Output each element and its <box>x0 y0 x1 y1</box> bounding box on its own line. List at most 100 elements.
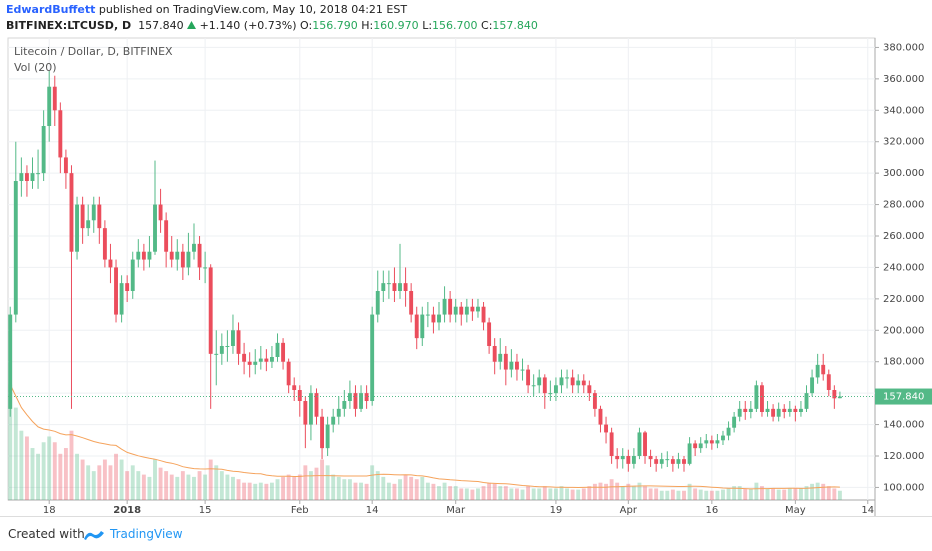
volume-bar <box>553 488 558 500</box>
brand[interactable]: TradingView <box>110 527 183 541</box>
candle-body <box>24 173 29 181</box>
volume-bar <box>715 490 720 500</box>
y-tick-label: 320.000 <box>883 137 924 148</box>
author[interactable]: EdwardBuffett <box>6 3 96 16</box>
candle-body <box>620 456 625 460</box>
y-tick-label: 180.000 <box>883 357 924 368</box>
candle-body <box>748 408 753 412</box>
x-tick-label: 19 <box>550 505 563 516</box>
volume-bar <box>670 489 675 500</box>
volume-bar <box>208 459 213 500</box>
candle-body <box>80 204 85 229</box>
volume-bar <box>793 488 798 500</box>
volume-bar <box>804 486 809 500</box>
volume-bar <box>119 459 124 500</box>
candle-body <box>269 357 274 362</box>
volume-bar <box>682 490 686 500</box>
x-tick-label: 14 <box>366 505 379 516</box>
candle-body <box>442 298 447 315</box>
candle-body <box>414 314 419 339</box>
volume-bar <box>492 483 497 500</box>
candle-body <box>236 330 241 354</box>
volume-bar <box>214 465 219 500</box>
candle-body <box>481 306 486 323</box>
candle-body <box>631 456 636 464</box>
volume-bar <box>164 471 169 500</box>
volume-bar <box>481 486 486 500</box>
candle-body <box>203 267 208 269</box>
last-price-label: 157.840 <box>883 392 924 403</box>
candle-body <box>698 443 703 449</box>
candle-body <box>526 369 531 386</box>
candle-body <box>386 283 391 285</box>
volume-bar <box>180 471 185 500</box>
volume-bar <box>453 486 458 500</box>
candle-body <box>553 385 558 394</box>
volume-bar <box>592 483 597 500</box>
volume-bar <box>509 488 514 500</box>
volume-bar <box>776 489 781 500</box>
volume-bar <box>826 486 831 500</box>
price: 157.840 <box>138 19 184 32</box>
candle-body <box>437 314 441 323</box>
candle-body <box>704 440 709 444</box>
volume-bar <box>24 436 29 500</box>
volume-bar <box>286 474 291 500</box>
volume-bar <box>114 453 118 500</box>
volume-bar <box>476 488 480 500</box>
candle-body <box>403 283 408 291</box>
candle-body <box>342 401 347 409</box>
volume-bar <box>281 476 286 500</box>
volume-bar <box>169 474 174 500</box>
volume-bar <box>386 482 391 500</box>
volume-bar <box>693 488 698 500</box>
volume-bar <box>86 465 91 500</box>
volume-bar <box>726 488 731 500</box>
candle-body <box>425 314 430 316</box>
x-tick-label: 2018 <box>113 505 141 516</box>
volume-bar <box>253 483 258 500</box>
x-tick-label: 18 <box>43 505 56 516</box>
candle-body <box>615 456 620 460</box>
volume-bar <box>760 486 764 500</box>
candle-body <box>670 459 675 464</box>
candle-body <box>548 393 553 395</box>
volume-bar <box>654 488 659 500</box>
volume-bar <box>219 471 224 500</box>
candle-body <box>464 306 469 315</box>
candle-body <box>804 393 809 409</box>
candle-body <box>186 251 191 268</box>
candle-body <box>676 459 681 464</box>
volume-bar <box>314 467 319 500</box>
volume-bar <box>542 486 547 500</box>
candle-body <box>810 377 815 394</box>
candle-body <box>130 259 135 291</box>
y-tick-label: 360.000 <box>883 74 924 85</box>
volume-bar <box>437 486 441 500</box>
candle-body <box>709 440 714 444</box>
candle-body <box>364 393 369 401</box>
volume-bar <box>320 459 325 500</box>
volume-bar <box>203 474 208 500</box>
volume-bar <box>264 483 269 500</box>
volume-bar <box>837 490 842 500</box>
candle-body <box>214 353 219 355</box>
volume-bar <box>392 483 397 500</box>
volume-bar <box>58 453 63 500</box>
candle-body <box>515 361 519 370</box>
volume-bar <box>587 486 592 500</box>
volume-bar <box>420 476 425 500</box>
candle-body <box>503 353 508 370</box>
volume-bar <box>732 486 737 500</box>
volume-bar <box>698 489 703 500</box>
volume-bar <box>381 476 386 500</box>
ohlc-label: L: <box>422 19 433 32</box>
ohlc-value: 160.970 <box>373 19 419 32</box>
x-tick-label: Apr <box>620 505 638 516</box>
candle-body <box>125 283 130 291</box>
candle-body <box>58 110 63 158</box>
candle-body <box>336 408 341 417</box>
candle-body <box>353 393 358 409</box>
candle-body <box>292 385 297 390</box>
volume-bar <box>197 471 202 500</box>
